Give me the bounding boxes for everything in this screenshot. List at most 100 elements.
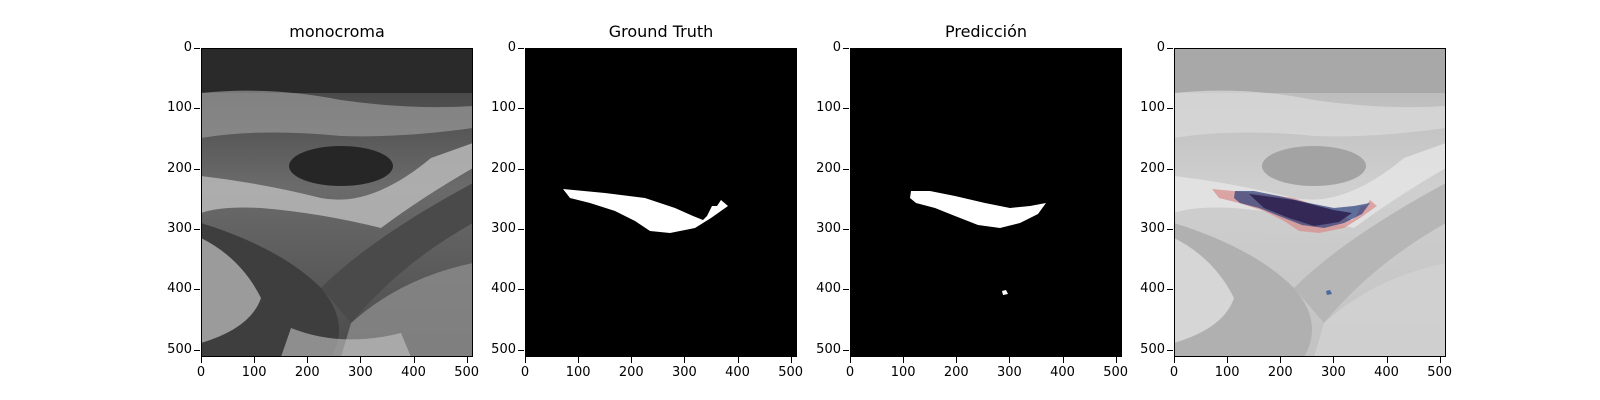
y-tick-mark [843,108,849,110]
x-tick-mark [1115,357,1117,363]
y-tick-mark [194,349,200,351]
y-tick-mark [518,289,524,291]
x-tick-label: 500 [1103,365,1129,380]
x-tick-mark [1009,357,1011,363]
y-tick-mark [194,229,200,231]
y-tick-mark [194,108,200,110]
x-tick-mark [360,357,362,363]
x-tick-mark [254,357,256,363]
x-tick-mark [956,357,958,363]
x-tick-label: 400 [401,365,426,380]
y-tick-label: 500 [491,341,516,357]
y-tick-label: 500 [1140,341,1165,357]
y-tick-mark [843,168,849,170]
y-tick-label: 300 [816,221,841,237]
x-tick-label: 100 [565,365,591,380]
y-tick-mark [843,289,849,291]
y-tick-label: 200 [1140,160,1165,176]
x-tick-label: 300 [671,365,697,380]
x-tick-label: 0 [520,365,530,380]
x-tick-label: 300 [1320,365,1346,380]
panel-overlay: 0 100 200 300 400 500 0 100 200 300 400 500 [1140,41,1452,380]
y-tick-mark [843,349,849,351]
x-tick-mark [1439,357,1441,363]
y-tick-mark [194,168,200,170]
y-tick-label: 200 [491,160,516,176]
y-tick-mark [194,48,200,49]
x-tick-mark [631,357,633,363]
panel-title: Predicción [944,22,1027,41]
x-tick-label: 200 [1267,365,1293,380]
ground-truth-mask [525,48,797,357]
y-tick-mark [1167,349,1173,351]
y-tick-label: 300 [1140,221,1165,237]
x-tick-label: 300 [347,365,373,380]
x-tick-mark [790,357,792,363]
x-tick-mark [1227,357,1229,363]
x-tick-mark [466,357,468,363]
x-tick-label: 400 [725,365,750,380]
x-tick-label: 100 [890,365,916,380]
y-tick-mark [518,168,524,170]
x-tick-label: 500 [454,365,480,380]
y-tick-label: 300 [491,221,516,237]
panel-title: monocroma [289,22,385,41]
y-tick-label: 0 [832,40,841,55]
y-tick-mark [1167,168,1173,170]
x-tick-label: 200 [943,365,969,380]
x-tick-mark [201,357,202,363]
y-tick-mark [518,229,524,231]
panel-ground-truth: Ground Truth 0 100 200 300 400 500 0 100 200 300 4… [491,22,803,380]
x-tick-mark [737,357,739,363]
x-tick-mark [1062,357,1064,363]
y-tick-label: 200 [816,160,841,176]
x-tick-mark [850,357,851,363]
y-tick-label: 100 [491,100,516,116]
x-tick-mark [1174,357,1175,363]
y-tick-mark [843,229,849,231]
x-tick-label: 100 [241,365,267,380]
x-tick-label: 400 [1050,365,1075,380]
y-tick-label: 100 [167,100,192,116]
y-tick-mark [518,349,524,351]
x-tick-label: 500 [1427,365,1453,380]
x-tick-label: 0 [196,365,206,380]
x-tick-mark [903,357,905,363]
y-tick-label: 400 [491,281,516,297]
x-tick-mark [413,357,415,363]
x-tick-mark [525,357,526,363]
y-tick-mark [1167,48,1173,49]
panel-prediccion: Predicción 0 100 200 300 400 500 0 100 200 300 400… [816,22,1128,380]
y-tick-label: 100 [816,100,841,116]
y-tick-label: 0 [183,40,192,55]
y-tick-label: 200 [167,160,192,176]
panel-title: Ground Truth [608,22,714,41]
x-tick-label: 300 [996,365,1022,380]
prediction-mask [850,48,1122,357]
y-tick-mark [1167,229,1173,231]
x-tick-label: 200 [294,365,320,380]
x-tick-mark [1386,357,1388,363]
x-tick-mark [578,357,580,363]
x-tick-mark [307,357,309,363]
y-tick-label: 400 [1140,281,1165,297]
y-tick-mark [1167,108,1173,110]
y-tick-label: 100 [1140,100,1165,116]
y-tick-mark [518,108,524,110]
y-tick-mark [518,48,524,49]
y-tick-label: 500 [167,341,192,357]
y-tick-mark [194,289,200,291]
x-tick-label: 200 [618,365,644,380]
x-tick-label: 500 [778,365,804,380]
x-tick-label: 400 [1374,365,1399,380]
x-tick-mark [1333,357,1335,363]
y-tick-mark [843,48,849,49]
y-tick-label: 400 [167,281,192,297]
y-tick-label: 400 [816,281,841,297]
overlay-image [1174,48,1446,357]
x-tick-label: 0 [845,365,855,380]
y-tick-label: 0 [1156,40,1165,55]
y-tick-label: 0 [507,40,516,55]
panel-monocroma: monocroma 0 100 200 300 400 500 0 100 200 300 400 5… [167,22,479,380]
x-tick-mark [684,357,686,363]
